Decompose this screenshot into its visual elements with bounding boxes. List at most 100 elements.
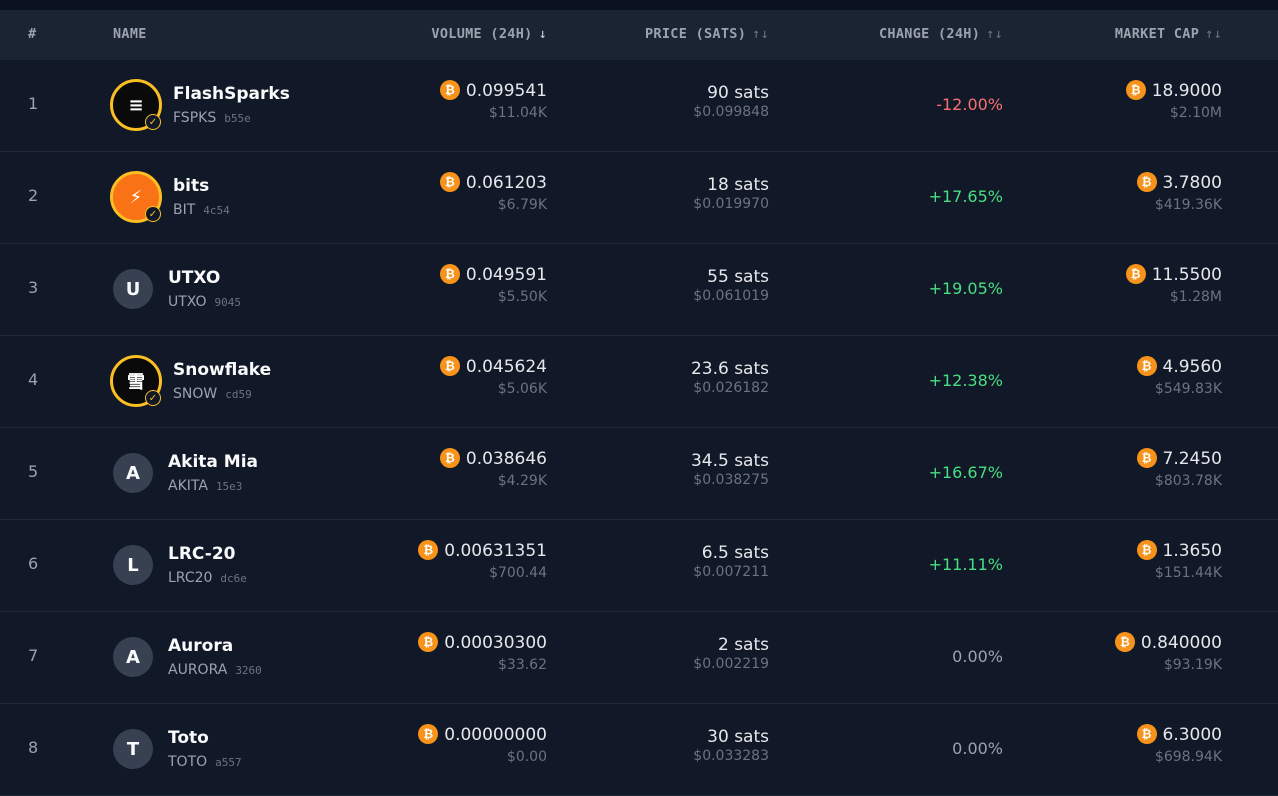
ticker: UTXO bbox=[168, 294, 207, 310]
rank: 5 bbox=[28, 462, 39, 481]
token-name[interactable]: LRC-20 bbox=[168, 544, 236, 564]
table-row[interactable]: 1 ≡ ✓ FlashSparks FSPKS b55e ₿ 0.099541 $11.04K 9… bbox=[0, 60, 1278, 152]
table-row[interactable]: 7 A Aurora AURORA 3260 ₿ 0.00030300 $33.62 2 sat… bbox=[0, 612, 1278, 704]
price-cell: 90 sats $0.099848 bbox=[693, 83, 769, 120]
market-cap-btc: ₿ 11.5500 bbox=[1125, 264, 1222, 285]
market-cap-usd: $2.10M bbox=[1169, 105, 1222, 121]
price-usd: $0.002219 bbox=[693, 656, 769, 672]
sort-icon[interactable]: ↑↓ bbox=[1205, 26, 1222, 42]
rank: 8 bbox=[28, 738, 39, 757]
market-cap-btc: ₿ 7.2450 bbox=[1136, 448, 1222, 469]
col-volume[interactable]: VOLUME (24H) ↓ bbox=[431, 26, 547, 42]
bitcoin-icon: ₿ bbox=[439, 448, 460, 468]
volume-cell: ₿ 0.049591 $5.50K bbox=[439, 264, 547, 305]
market-cap-btc: ₿ 1.3650 bbox=[1136, 540, 1222, 561]
col-rank: # bbox=[28, 26, 37, 42]
table-row[interactable]: 2 ⚡ ✓ bits BIT 4c54 ₿ 0.061203 $6.79K 18 sats $0.0… bbox=[0, 152, 1278, 244]
col-market-cap-label: MARKET CAP bbox=[1114, 26, 1200, 42]
volume-cell: ₿ 0.045624 $5.06K bbox=[439, 356, 547, 397]
token-name[interactable]: bits bbox=[173, 176, 210, 196]
token-name[interactable]: Aurora bbox=[168, 636, 234, 656]
market-cap-usd: $419.36K bbox=[1154, 197, 1222, 213]
volume-usd: $11.04K bbox=[488, 105, 547, 121]
table-row[interactable]: 3 U UTXO UTXO 9045 ₿ 0.049591 $5.50K 55 sats $0.0… bbox=[0, 244, 1278, 336]
table-row[interactable]: 5 A Akita Mia AKITA 15e3 ₿ 0.038646 $4.29K 34.5 … bbox=[0, 428, 1278, 520]
token-name[interactable]: Toto bbox=[168, 728, 209, 748]
bitcoin-icon: ₿ bbox=[439, 264, 460, 284]
lightning-icon: ⚡ bbox=[129, 186, 143, 208]
sort-icon[interactable]: ↑↓ bbox=[752, 26, 769, 42]
volume-value: 0.00030300 bbox=[444, 633, 547, 653]
volume-btc: ₿ 0.00000000 bbox=[418, 724, 547, 745]
market-cap-usd: $803.78K bbox=[1154, 473, 1222, 489]
volume-value: 0.049591 bbox=[465, 265, 547, 285]
price-sats: 23.6 sats bbox=[690, 359, 769, 379]
col-price-label: PRICE (SATS) bbox=[645, 26, 747, 42]
price-cell: 34.5 sats $0.038275 bbox=[691, 451, 769, 488]
volume-usd: $6.79K bbox=[497, 197, 547, 213]
bitcoin-icon: ₿ bbox=[1125, 264, 1146, 284]
bitcoin-icon: ₿ bbox=[1136, 724, 1157, 744]
col-change-label: CHANGE (24H) bbox=[879, 26, 981, 42]
ticker: BIT bbox=[173, 202, 196, 218]
token-ticker: BIT 4c54 bbox=[173, 202, 230, 218]
ticker: FSPKS bbox=[173, 110, 217, 126]
price-sats: 18 sats bbox=[707, 175, 769, 195]
market-cap-btc: ₿ 4.9560 bbox=[1136, 356, 1222, 377]
change-value: +12.38% bbox=[928, 371, 1003, 390]
market-cap-cell: ₿ 18.9000 $2.10M bbox=[1125, 80, 1222, 121]
volume-btc: ₿ 0.045624 bbox=[439, 356, 547, 377]
token-hash: 15e3 bbox=[215, 480, 243, 493]
volume-btc: ₿ 0.099541 bbox=[439, 80, 547, 101]
bitcoin-icon: ₿ bbox=[1136, 448, 1157, 468]
col-change[interactable]: CHANGE (24H) ↑↓ bbox=[879, 26, 1003, 42]
table-row[interactable]: 6 L LRC-20 LRC20 dc6e ₿ 0.00631351 $700.44 6.5 s… bbox=[0, 520, 1278, 612]
market-cap-value: 11.5500 bbox=[1151, 265, 1222, 285]
sort-desc-icon[interactable]: ↓ bbox=[538, 26, 547, 42]
price-usd: $0.007211 bbox=[693, 564, 769, 580]
volume-value: 0.099541 bbox=[465, 81, 547, 101]
col-price[interactable]: PRICE (SATS) ↑↓ bbox=[645, 26, 769, 42]
bitcoin-icon: ₿ bbox=[1136, 540, 1157, 560]
volume-usd: $700.44 bbox=[489, 565, 547, 581]
volume-value: 0.061203 bbox=[465, 173, 547, 193]
ticker: AURORA bbox=[168, 662, 228, 678]
token-ticker: FSPKS b55e bbox=[173, 110, 251, 126]
rank: 2 bbox=[28, 186, 39, 205]
table-row[interactable]: 4 雪 ✓ Snowflake SNOW cd59 ₿ 0.045624 $5.06K 23.6 … bbox=[0, 336, 1278, 428]
change-value: +16.67% bbox=[928, 463, 1003, 482]
sort-icon[interactable]: ↑↓ bbox=[986, 26, 1003, 42]
token-ticker: AURORA 3260 bbox=[168, 662, 262, 678]
bitcoin-icon: ₿ bbox=[1114, 632, 1135, 652]
market-cap-cell: ₿ 0.840000 $93.19K bbox=[1114, 632, 1222, 673]
table-row[interactable]: 8 T Toto TOTO a557 ₿ 0.00000000 $0.00 30 sats $0.… bbox=[0, 704, 1278, 796]
token-name[interactable]: Snowflake bbox=[173, 360, 272, 380]
volume-cell: ₿ 0.00030300 $33.62 bbox=[418, 632, 547, 673]
token-name[interactable]: Akita Mia bbox=[168, 452, 259, 472]
market-cap-btc: ₿ 18.9000 bbox=[1125, 80, 1222, 101]
volume-btc: ₿ 0.049591 bbox=[439, 264, 547, 285]
volume-value: 0.00631351 bbox=[444, 541, 547, 561]
market-cap-value: 0.840000 bbox=[1140, 633, 1222, 653]
flash-icon: ≡ bbox=[128, 94, 144, 116]
col-market-cap[interactable]: MARKET CAP ↑↓ bbox=[1115, 26, 1222, 42]
verified-icon: ✓ bbox=[145, 114, 161, 130]
top-bar bbox=[0, 0, 1278, 10]
market-cap-usd: $549.83K bbox=[1154, 381, 1222, 397]
token-name[interactable]: FlashSparks bbox=[173, 84, 290, 104]
bitcoin-icon: ₿ bbox=[439, 356, 460, 376]
price-usd: $0.033283 bbox=[693, 748, 769, 764]
price-usd: $0.019970 bbox=[693, 196, 769, 212]
price-cell: 6.5 sats $0.007211 bbox=[693, 543, 769, 580]
price-cell: 55 sats $0.061019 bbox=[693, 267, 769, 304]
volume-btc: ₿ 0.00631351 bbox=[418, 540, 547, 561]
rank: 3 bbox=[28, 278, 39, 297]
price-sats: 6.5 sats bbox=[701, 543, 769, 563]
col-volume-label: VOLUME (24H) bbox=[431, 26, 533, 42]
market-cap-value: 4.9560 bbox=[1162, 357, 1222, 377]
market-cap-btc: ₿ 6.3000 bbox=[1136, 724, 1222, 745]
token-name[interactable]: UTXO bbox=[168, 268, 221, 288]
market-cap-value: 6.3000 bbox=[1162, 725, 1222, 745]
price-cell: 2 sats $0.002219 bbox=[693, 635, 769, 672]
rank: 1 bbox=[28, 94, 39, 113]
